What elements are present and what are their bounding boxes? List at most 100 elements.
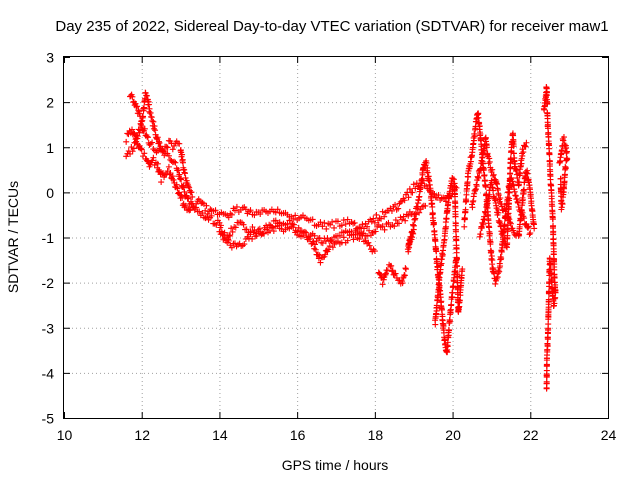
data-point [129,93,136,100]
data-point [160,147,167,154]
data-point [140,113,147,120]
data-point [143,92,150,99]
data-point [435,286,442,293]
data-point [521,186,528,193]
data-point [527,229,534,236]
data-point [133,103,140,110]
data-point [510,181,517,188]
data-point [227,232,234,239]
data-point [249,235,256,242]
data-point [416,193,423,200]
data-point [179,151,186,158]
data-point [158,179,165,186]
data-point [435,192,442,199]
data-point [449,175,456,182]
data-point [155,138,162,145]
data-point [379,223,386,230]
y-tick-label: -5 [42,411,55,427]
data-point [182,170,189,177]
grid-lines [64,57,608,418]
data-point [286,217,293,224]
data-point [441,336,448,343]
data-point [513,195,520,202]
data-point [378,215,385,222]
data-point [544,334,551,341]
data-point [557,181,564,188]
data-point [163,143,170,150]
data-point [175,167,182,174]
data-point [141,104,148,111]
data-point [429,203,436,210]
data-point [432,238,439,245]
data-point [457,292,464,299]
data-point [264,224,271,231]
data-point [319,223,326,230]
data-point [402,266,409,273]
data-point [199,199,206,206]
data-point [366,242,373,249]
data-point [497,195,504,202]
data-point [342,221,349,228]
data-point [359,221,366,228]
y-tick-label: -3 [42,320,55,336]
data-point [228,211,235,218]
data-point [307,235,314,242]
data-point [395,205,402,212]
data-point [388,268,395,275]
data-point [450,176,457,183]
data-point [146,105,153,112]
data-point [514,198,521,205]
data-point [351,219,358,226]
data-point [412,185,419,192]
x-tick-label: 18 [368,427,384,443]
data-point [521,142,528,149]
data-point [212,207,219,214]
data-point [130,145,137,152]
data-point [156,139,163,146]
data-point [446,317,453,324]
data-point [473,183,480,190]
data-point [558,206,565,213]
data-point [531,225,538,232]
data-point [129,148,136,155]
data-point [169,173,176,180]
data-point [149,117,156,124]
data-point [543,363,550,370]
data-point [495,209,502,216]
data-point [402,217,409,224]
data-point [240,221,247,228]
data-point [452,213,459,220]
data-point [228,244,235,251]
data-point [366,227,373,234]
data-point [550,222,557,229]
data-point [148,114,155,121]
data-point [463,198,470,205]
data-point [153,135,160,142]
data-point [477,231,484,238]
data-point [546,151,553,158]
data-point [196,208,203,215]
data-point [563,157,570,164]
data-point [446,327,453,334]
data-point [409,229,416,236]
data-point [317,219,324,226]
data-point [427,187,434,194]
data-point [231,207,238,214]
data-point [259,230,266,237]
data-point [217,222,224,229]
data-point [525,223,532,230]
data-point [270,228,277,235]
data-point [167,138,174,145]
data-point [549,216,556,223]
data-point [470,140,477,147]
data-point [475,175,482,182]
x-axis-label: GPS time / hours [282,457,389,473]
data-point [433,248,440,255]
data-point [452,226,459,233]
data-point [123,153,130,160]
data-point [207,206,214,213]
data-point [352,231,359,238]
x-tick-label: 20 [445,427,461,443]
data-point [379,281,386,288]
data-point [150,125,157,132]
